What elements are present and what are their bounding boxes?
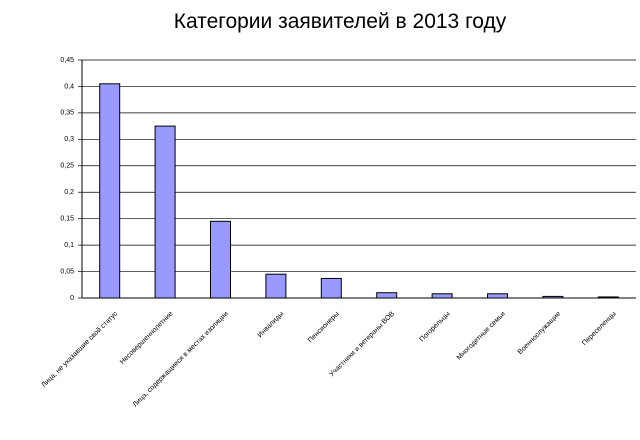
x-tick-label: Многодетные семьи	[456, 310, 507, 361]
y-tick-label: 0,25	[60, 163, 74, 170]
y-tick-label: 0,35	[60, 110, 74, 117]
bar	[210, 220, 231, 299]
y-tick-label: 0,1	[64, 242, 74, 249]
x-tick-label: Лица, содержащиеся в местах изоляции	[132, 310, 230, 408]
bar	[154, 125, 176, 299]
y-tick-label: 0	[70, 295, 74, 302]
bar	[99, 83, 121, 299]
x-tick-label: Участники и ветераны ВОВ	[328, 310, 396, 378]
x-tick-label: Несовершеннолетние	[119, 310, 175, 366]
bar	[487, 293, 508, 299]
bar	[542, 295, 564, 299]
y-tick-label: 0,45	[60, 57, 74, 64]
x-tick-label: Лица, не указавшие свой статус	[40, 309, 120, 389]
y-tick-label: 0,05	[60, 268, 74, 275]
x-tick-label: Военнослужащие	[517, 310, 563, 356]
x-tick-label: Пенсионеры	[307, 310, 341, 344]
y-tick-label: 0,15	[60, 216, 74, 223]
x-tick-label: Инвалиды	[257, 310, 286, 339]
y-tick-label: 0,3	[64, 136, 74, 143]
bar	[265, 273, 287, 299]
bar	[431, 293, 453, 299]
bar	[376, 292, 398, 299]
bar	[320, 277, 342, 299]
y-tick-label: 0,2	[64, 189, 74, 196]
y-tick-label: 0,4	[64, 83, 74, 90]
bar	[597, 296, 619, 299]
chart-title: Категории заявителей в 2013 году	[174, 10, 507, 33]
x-tick-label: Погорельцы	[419, 310, 452, 343]
x-tick-label: Переселенцы	[581, 310, 618, 347]
